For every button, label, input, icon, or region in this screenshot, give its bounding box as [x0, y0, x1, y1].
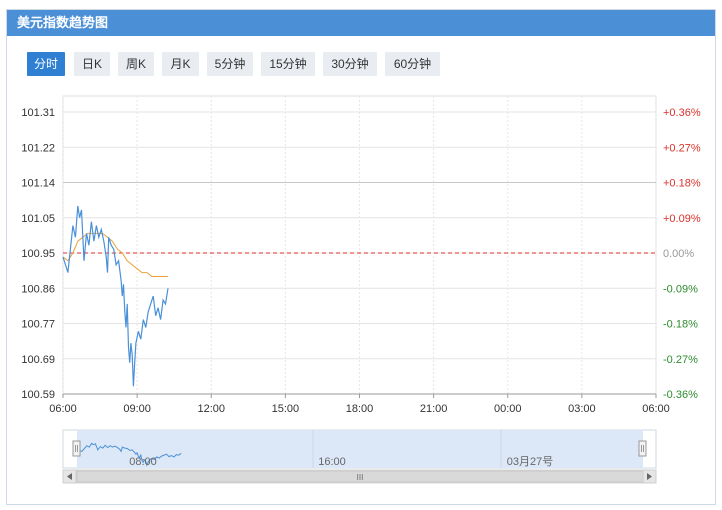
x-tick-label: 00:00	[494, 403, 522, 415]
pct-tick-label: 0.00%	[663, 248, 694, 260]
y-tick-label: 100.77	[21, 319, 55, 331]
pct-tick-label: +0.18%	[663, 178, 701, 190]
x-tick-label: 18:00	[346, 403, 374, 415]
x-tick-label: 06:00	[49, 403, 77, 415]
x-tick-label: 09:00	[123, 403, 151, 415]
chart-grid	[62, 95, 657, 398]
y-axis-labels: 101.31 101.22 101.14 101.05 100.95 100.86 100.…	[21, 107, 55, 401]
tab-15min[interactable]: 15分钟	[261, 52, 315, 76]
y-tick-label: 100.86	[21, 283, 55, 295]
range-navigator[interactable]: 08:00 16:00 03月27号	[62, 429, 657, 469]
x-tick-label: 03:00	[568, 403, 596, 415]
x-axis-labels: 06:00 09:00 12:00 15:00 18:00 21:00 00:00 03:00…	[49, 403, 670, 415]
pct-tick-label: -0.27%	[663, 354, 698, 366]
tab-30min[interactable]: 30分钟	[323, 52, 377, 76]
arrow-right-icon	[647, 473, 652, 480]
arrow-left-icon	[67, 473, 72, 480]
navigator-selected-range[interactable]	[77, 430, 643, 468]
pct-tick-label: +0.27%	[663, 142, 701, 154]
pct-tick-label: +0.09%	[663, 213, 701, 225]
pct-tick-label: -0.36%	[663, 389, 698, 401]
average-price-line	[62, 232, 168, 277]
tab-weekly-k[interactable]: 周K	[118, 52, 154, 76]
panel-title: 美元指数趋势图	[7, 10, 715, 36]
tab-monthly-k[interactable]: 月K	[162, 52, 199, 76]
x-tick-label: 06:00	[642, 403, 670, 415]
x-tick-label: 15:00	[272, 403, 300, 415]
scroll-grip: III	[357, 473, 364, 482]
navigator-price-line	[76, 442, 182, 467]
tab-5min[interactable]: 5分钟	[207, 52, 253, 76]
y-tick-label: 101.05	[21, 213, 55, 225]
navigator-label-0800: 08:00	[129, 456, 157, 468]
x-tick-label: 21:00	[420, 403, 448, 415]
tab-intraday[interactable]: 分时	[27, 52, 65, 76]
tab-daily-k[interactable]: 日K	[74, 52, 110, 76]
y-tick-label: 100.69	[21, 354, 55, 366]
y-tick-label: 100.59	[21, 389, 55, 401]
navigator-label-1600: 16:00	[318, 456, 346, 468]
x-tick-label: 12:00	[197, 403, 225, 415]
navigator-scrollbar[interactable]: III	[62, 469, 657, 484]
percent-axis-labels: +0.36% +0.27% +0.18% +0.09% 0.00% -0.09% -0.18…	[663, 107, 701, 401]
price-line	[62, 205, 169, 387]
y-tick-label: 101.31	[21, 107, 55, 119]
pct-tick-label: -0.18%	[663, 319, 698, 331]
tab-60min[interactable]: 60分钟	[385, 52, 440, 76]
y-tick-label: 100.95	[21, 248, 55, 260]
y-tick-label: 101.14	[21, 178, 55, 190]
navigator-left-handle[interactable]	[72, 440, 81, 457]
navigator-label-date: 03月27号	[507, 455, 553, 468]
pct-tick-label: -0.09%	[663, 283, 698, 295]
y-tick-label: 101.22	[21, 142, 55, 154]
navigator-right-handle[interactable]	[638, 440, 647, 457]
pct-tick-label: +0.36%	[663, 107, 701, 119]
